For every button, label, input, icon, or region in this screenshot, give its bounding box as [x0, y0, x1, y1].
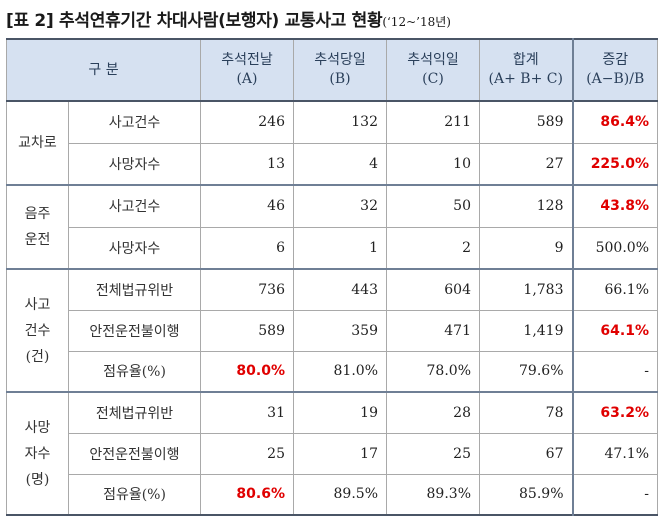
table-row: 사망 자수 (명) 전체법규위반 31 19 28 78 63.2%	[6, 391, 658, 516]
header-col: 추석당일 (B)	[293, 38, 387, 102]
value-cell: 2	[386, 226, 480, 270]
row-group-label: 사망 자수 (명)	[6, 391, 69, 516]
row-group-label: 음주 운전	[6, 184, 69, 270]
table-row: 교차로 사고건수 246 132 211 589 86.4%	[6, 100, 658, 186]
accident-table: 구 분 추석전날 (A) 추석당일 (B) 추석익일 (C) 합계 (A+ B+ C) …	[6, 38, 658, 516]
table-row: 점유율(%) 80.6% 89.5% 89.3% 85.9% -	[7, 473, 658, 516]
value-cell: 13	[200, 142, 294, 186]
value-cell: 19	[293, 391, 387, 434]
value-cell: 1,419	[479, 309, 573, 352]
value-cell: 736	[200, 268, 294, 311]
value-cell: 25	[200, 432, 294, 475]
value-cell: 79.6%	[479, 350, 573, 393]
row-group-label: 사고 건수 (건)	[6, 268, 69, 393]
table-row: 사망자수 13 4 10 27 225.0%	[7, 142, 658, 186]
row-label: 전체법규위반	[68, 391, 201, 434]
row-label: 점유율(%)	[68, 350, 201, 393]
value-cell: 128	[479, 184, 573, 228]
value-cell: 589	[479, 100, 573, 144]
value-cell: 31	[200, 391, 294, 434]
row-label: 사고건수	[68, 184, 201, 228]
value-cell: 9	[479, 226, 573, 270]
value-cell: 471	[386, 309, 480, 352]
value-cell: 28	[386, 391, 480, 434]
table-row: 안전운전불이행 25 17 25 67 47.1%	[7, 432, 658, 475]
value-cell: 17	[293, 432, 387, 475]
value-cell: 4	[293, 142, 387, 186]
value-cell: -	[571, 350, 658, 393]
value-cell: 1,783	[479, 268, 573, 311]
table-section: 사망 자수 (명) 전체법규위반 31 19 28 78 63.2% 안전운전불이행 25 17 25 6…	[6, 391, 658, 516]
value-cell: 10	[386, 142, 480, 186]
row-label: 전체법규위반	[68, 268, 201, 311]
value-cell: 63.2%	[571, 391, 658, 434]
table-row: 점유율(%) 80.0% 81.0% 78.0% 79.6% -	[7, 350, 658, 393]
row-label: 사망자수	[68, 142, 201, 186]
table-title: [표 2] 추석연휴기간 차대사람(보행자) 교통사고 현황(‘12~’18년)	[6, 6, 451, 32]
row-label: 점유율(%)	[68, 473, 201, 516]
value-cell: 211	[386, 100, 480, 144]
value-cell: 47.1%	[571, 432, 658, 475]
value-cell: 86.4%	[571, 100, 658, 144]
value-cell: 443	[293, 268, 387, 311]
header-col: 합계 (A+ B+ C)	[479, 38, 573, 102]
table-title-period: (‘12~’18년)	[382, 15, 451, 29]
value-cell: 1	[293, 226, 387, 270]
table-row: 사망자수 6 1 2 9 500.0%	[7, 226, 658, 270]
row-label: 사망자수	[68, 226, 201, 270]
value-cell: 25	[386, 432, 480, 475]
value-cell: 46	[200, 184, 294, 228]
header-col: 추석익일 (C)	[386, 38, 480, 102]
value-cell: 80.6%	[200, 473, 294, 516]
row-label: 안전운전불이행	[68, 432, 201, 475]
table-row: 사고 건수 (건) 전체법규위반 736 443 604 1,783 66.1%	[6, 268, 658, 393]
table-header: 구 분 추석전날 (A) 추석당일 (B) 추석익일 (C) 합계 (A+ B+ C) …	[6, 38, 658, 102]
row-label: 사고건수	[68, 100, 201, 144]
value-cell: 64.1%	[571, 309, 658, 352]
value-cell: 50	[386, 184, 480, 228]
value-cell: 32	[293, 184, 387, 228]
value-cell: 89.5%	[293, 473, 387, 516]
value-cell: 67	[479, 432, 573, 475]
value-cell: 89.3%	[386, 473, 480, 516]
table-section: 사고 건수 (건) 전체법규위반 736 443 604 1,783 66.1% 안전운전불이행 5…	[6, 268, 658, 393]
value-cell: 589	[200, 309, 294, 352]
value-cell: 27	[479, 142, 573, 186]
header-group: 구 분	[6, 38, 201, 102]
header-col: 증감 (A−B)/B	[571, 38, 658, 102]
value-cell: 6	[200, 226, 294, 270]
value-cell: 78	[479, 391, 573, 434]
value-cell: 43.8%	[571, 184, 658, 228]
value-cell: 81.0%	[293, 350, 387, 393]
table-title-main: [표 2] 추석연휴기간 차대사람(보행자) 교통사고 현황	[6, 11, 383, 31]
table-row: 음주 운전 사고건수 46 32 50 128 43.8%	[6, 184, 658, 270]
row-group-label: 교차로	[6, 100, 69, 186]
table-section: 교차로 사고건수 246 132 211 589 86.4% 사망자수 13 4 10 27 225.0…	[6, 100, 658, 186]
value-cell: 132	[293, 100, 387, 144]
table-section: 음주 운전 사고건수 46 32 50 128 43.8% 사망자수 6 1 2 9 500.0%	[6, 184, 658, 270]
row-label: 안전운전불이행	[68, 309, 201, 352]
value-cell: 225.0%	[571, 142, 658, 186]
value-cell: 80.0%	[200, 350, 294, 393]
value-cell: 78.0%	[386, 350, 480, 393]
table-row: 안전운전불이행 589 359 471 1,419 64.1%	[7, 309, 658, 352]
value-cell: -	[571, 473, 658, 516]
value-cell: 604	[386, 268, 480, 311]
header-col: 추석전날 (A)	[200, 38, 294, 102]
value-cell: 246	[200, 100, 294, 144]
value-cell: 500.0%	[571, 226, 658, 270]
value-cell: 66.1%	[571, 268, 658, 311]
value-cell: 359	[293, 309, 387, 352]
value-cell: 85.9%	[479, 473, 573, 516]
